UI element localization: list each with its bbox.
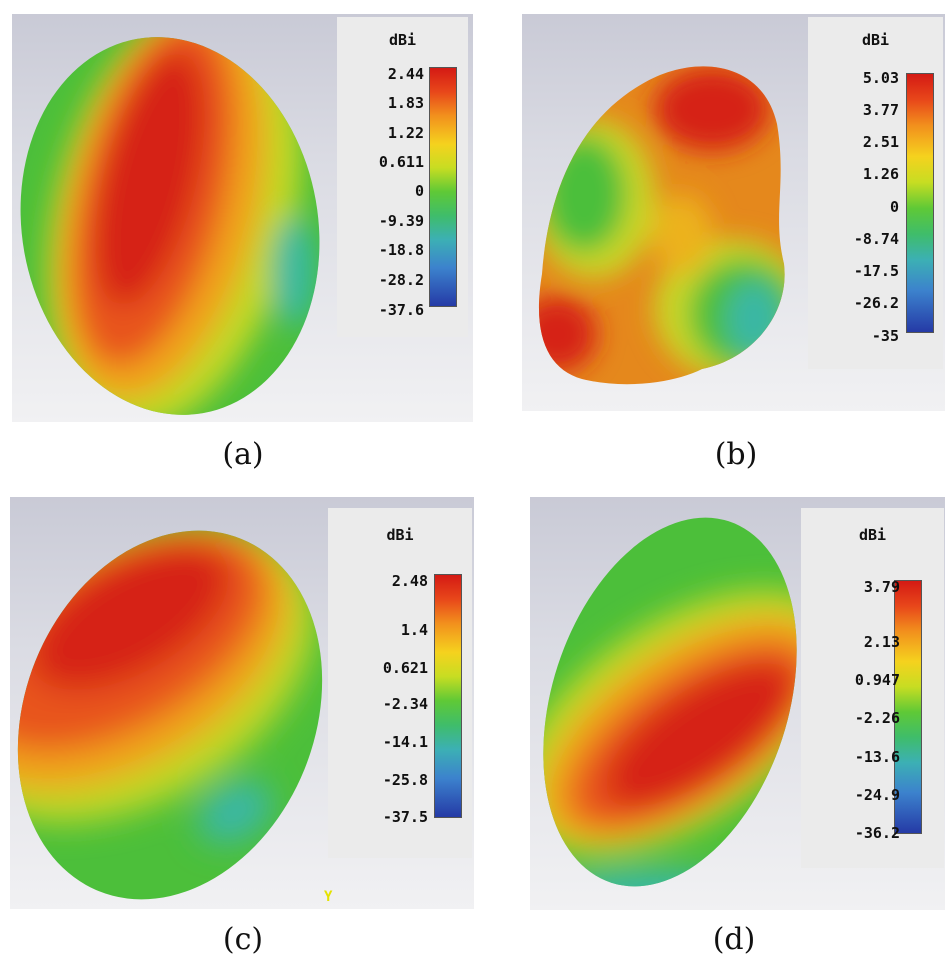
legend-tick: 0 (414, 182, 424, 200)
legend-unit-label: dBi (388, 31, 417, 49)
legend-tick: -2.26 (854, 709, 900, 727)
legend-unit-label: dBi (861, 31, 890, 49)
radiation-pattern-3d-c (10, 521, 323, 900)
legend-tick: -25.8 (382, 771, 428, 789)
color-scale-bar (434, 574, 462, 818)
color-scale-bar (906, 73, 934, 333)
color-legend-b: dBi 5.03 3.77 2.51 1.26 0 -8.74 -17.5 -2… (808, 17, 943, 369)
legend-tick: 2.44 (387, 65, 424, 83)
caption-b: (b) (714, 437, 758, 472)
legend-tick: -9.39 (378, 212, 424, 230)
color-scale-bar (894, 580, 922, 834)
legend-tick: -24.9 (854, 786, 900, 804)
radiation-pattern-3d-d (530, 517, 810, 910)
legend-tick: 0.621 (382, 659, 428, 677)
legend-tick: 0 (889, 198, 899, 216)
legend-tick: 2.13 (863, 633, 900, 651)
legend-tick: 2.48 (391, 572, 428, 590)
caption-d: (d) (712, 922, 756, 957)
legend-tick: -8.74 (853, 230, 899, 248)
legend-tick: 3.77 (862, 101, 899, 119)
legend-tick: -37.5 (382, 808, 428, 826)
legend-tick: -28.2 (378, 271, 424, 289)
axis-label-y: Y (324, 889, 333, 905)
color-legend-a: dBi 2.44 1.83 1.22 0.611 0 -9.39 -18.8 -… (337, 17, 468, 337)
legend-tick: 1.22 (387, 124, 424, 142)
legend-tick: -14.1 (382, 733, 428, 751)
radiation-pattern-3d-b (538, 66, 785, 385)
legend-tick: 1.4 (400, 621, 428, 639)
legend-tick: -2.34 (382, 695, 428, 713)
legend-tick: 1.83 (387, 94, 424, 112)
legend-tick: -35 (871, 327, 899, 345)
legend-tick: 5.03 (862, 69, 899, 87)
color-legend-d: dBi 3.79 2.13 0.947 -2.26 -13.6 -24.9 -3… (801, 508, 944, 868)
caption-a: (a) (222, 437, 264, 472)
color-legend-c: dBi 2.48 1.4 0.621 -2.34 -14.1 -25.8 -37… (328, 508, 472, 858)
legend-tick: 3.79 (863, 578, 900, 596)
legend-tick: 0.947 (854, 671, 900, 689)
legend-tick: -18.8 (378, 241, 424, 259)
legend-tick: -36.2 (854, 824, 900, 842)
legend-tick: -26.2 (853, 294, 899, 312)
radiation-pattern-panel-c: Y dBi 2.48 1.4 0.621 -2.34 -14.1 -25.8 -… (10, 497, 474, 909)
radiation-pattern-3d-a (20, 14, 320, 422)
legend-tick: -17.5 (853, 262, 899, 280)
radiation-pattern-panel-d: dBi 3.79 2.13 0.947 -2.26 -13.6 -24.9 -3… (530, 497, 945, 910)
legend-tick: 0.611 (378, 153, 424, 171)
legend-tick: -13.6 (854, 748, 900, 766)
caption-c: (c) (222, 922, 264, 957)
radiation-pattern-panel-a: dBi 2.44 1.83 1.22 0.611 0 -9.39 -18.8 -… (12, 14, 473, 422)
legend-unit-label: dBi (858, 526, 887, 544)
legend-unit-label: dBi (386, 526, 414, 544)
legend-tick: -37.6 (378, 301, 424, 319)
radiation-pattern-panel-b: dBi 5.03 3.77 2.51 1.26 0 -8.74 -17.5 -2… (522, 14, 945, 411)
color-scale-bar (429, 67, 457, 307)
legend-tick: 1.26 (862, 165, 899, 183)
legend-tick: 2.51 (862, 133, 899, 151)
